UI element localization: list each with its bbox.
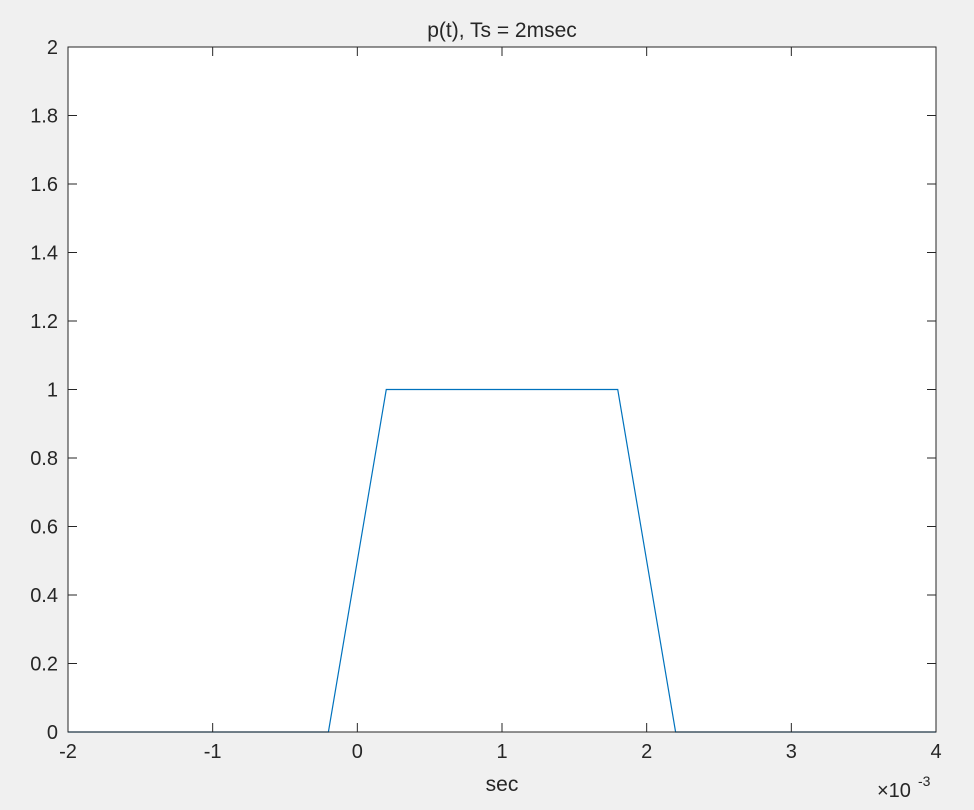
- x-tick-label: 3: [786, 741, 797, 763]
- x-exponent-label: ×10 -3: [877, 773, 931, 802]
- axes-box: [67, 46, 937, 733]
- y-tick-label: 1: [47, 380, 58, 402]
- y-tick-label: 1.8: [30, 106, 58, 128]
- y-tick-label: 1.4: [30, 243, 58, 265]
- y-tick-label: 0.4: [30, 585, 58, 607]
- y-tick-label: 0.2: [30, 654, 58, 676]
- x-tick-label: 0: [352, 741, 363, 763]
- y-tick-label: 1.2: [30, 311, 58, 333]
- x-exponent-base: ×10: [877, 780, 911, 802]
- x-exponent-power: -3: [918, 773, 931, 789]
- y-tick-label: 0.6: [30, 517, 58, 539]
- y-tick-label: 0: [47, 722, 58, 744]
- y-tick-label: 0.8: [30, 448, 58, 470]
- y-tick-label: 1.6: [30, 174, 58, 196]
- tick-labels: -2 -1 0 1 2 3 4 0 0.2 0.4 0.6 0.8 1 1.2 1.4 1.6 1.8 2: [30, 37, 941, 763]
- x-tick-label: 2: [641, 741, 652, 763]
- x-tick-label: 1: [496, 741, 507, 763]
- y-tick-label: 2: [47, 37, 58, 59]
- x-axis-label: sec: [486, 773, 519, 796]
- x-tick-label: -1: [204, 741, 222, 763]
- chart-title: p(t), Ts = 2msec: [427, 19, 577, 42]
- x-tick-label: -2: [59, 741, 77, 763]
- x-tick-label: 4: [930, 741, 941, 763]
